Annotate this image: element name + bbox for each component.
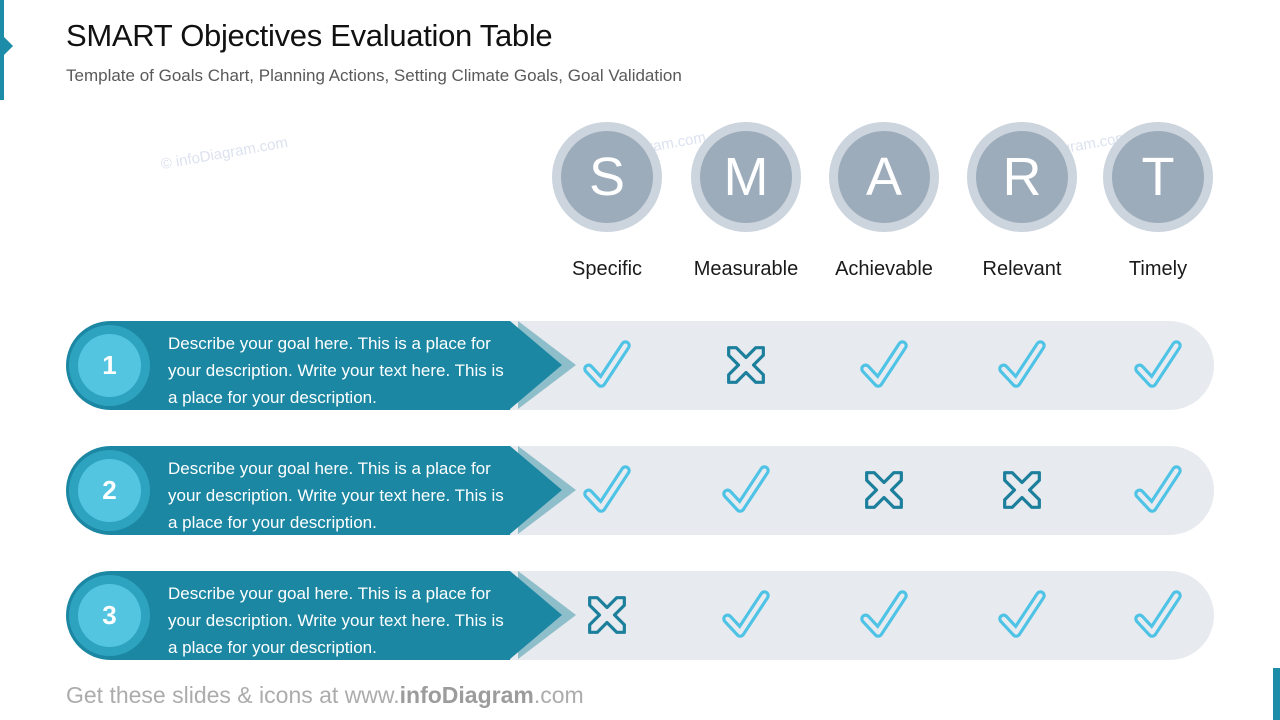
check-icon: [991, 334, 1053, 396]
smart-circle-r: R: [967, 122, 1077, 232]
check-icon: [576, 334, 638, 396]
check-icon: [853, 584, 915, 646]
goal-row-1: 1 Describe your goal here. This is a pla…: [0, 321, 1280, 410]
goal-description: Describe your goal here. This is a place…: [168, 334, 504, 407]
cross-icon: [715, 334, 777, 396]
smart-letter: R: [976, 131, 1068, 223]
footer-text: .com: [533, 682, 584, 708]
smart-letter: A: [838, 131, 930, 223]
goal-row-3: 3 Describe your goal here. This is a pla…: [0, 571, 1280, 660]
column-label-measurable: Measurable: [693, 258, 799, 280]
goal-description: Describe your goal here. This is a place…: [168, 584, 504, 657]
cross-icon: [576, 584, 638, 646]
goal-number: 1: [78, 334, 141, 397]
goal-number-badge: 1: [69, 325, 150, 406]
check-icon: [1127, 459, 1189, 521]
smart-letter: M: [700, 131, 792, 223]
column-label-specific: Specific: [571, 258, 643, 280]
column-label-timely: Timely: [1128, 258, 1188, 280]
column-label-relevant: Relevant: [982, 258, 1062, 280]
footer-text: Get these slides & icons at www.: [66, 682, 400, 708]
smart-letter: S: [561, 131, 653, 223]
check-icon: [1127, 584, 1189, 646]
check-icon: [576, 459, 638, 521]
watermark-text: © infoDiagram.com: [159, 133, 290, 174]
check-icon: [1127, 334, 1189, 396]
goal-number-badge: 2: [69, 450, 150, 531]
goal-number-badge: 3: [69, 575, 150, 656]
check-icon: [991, 584, 1053, 646]
goal-row-2: 2 Describe your goal here. This is a pla…: [0, 446, 1280, 535]
check-icon: [853, 334, 915, 396]
footer-credit: Get these slides & icons at www.infoDiag…: [66, 682, 584, 709]
goal-number: 3: [78, 584, 141, 647]
check-icon: [715, 459, 777, 521]
arrow-right-icon: [510, 321, 562, 409]
smart-circle-s: S: [552, 122, 662, 232]
smart-circle-m: M: [691, 122, 801, 232]
page-title: SMART Objectives Evaluation Table: [66, 18, 553, 53]
left-edge-chevron-icon: [4, 37, 13, 55]
arrow-right-icon: [510, 571, 562, 659]
column-label-achievable: Achievable: [835, 258, 933, 280]
page-subtitle: Template of Goals Chart, Planning Action…: [66, 66, 682, 85]
arrow-right-icon: [510, 446, 562, 534]
left-edge-bar: [0, 0, 4, 100]
goal-description: Describe your goal here. This is a place…: [168, 459, 504, 532]
goal-number: 2: [78, 459, 141, 522]
cross-icon: [853, 459, 915, 521]
footer-brand: infoDiagram: [399, 682, 534, 708]
smart-circle-a: A: [829, 122, 939, 232]
right-edge-bar: [1273, 668, 1280, 720]
cross-icon: [991, 459, 1053, 521]
check-icon: [715, 584, 777, 646]
smart-letter: T: [1112, 131, 1204, 223]
smart-circle-t: T: [1103, 122, 1213, 232]
